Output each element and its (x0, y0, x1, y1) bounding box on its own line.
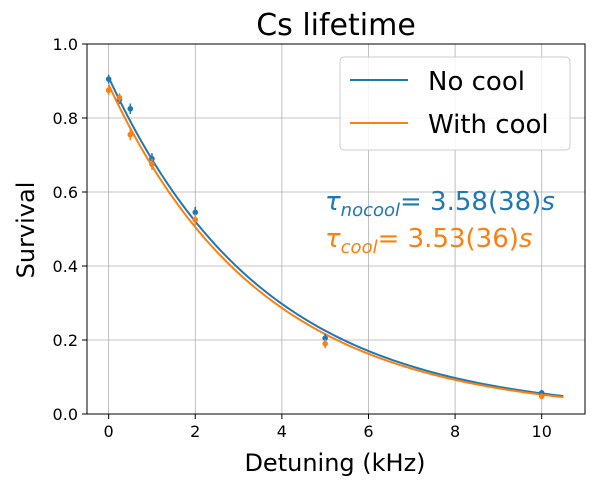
annotation-tau-cool-symbol: τ (325, 224, 341, 254)
y-tick-label: 0.0 (53, 405, 78, 424)
marker-with-cool (117, 95, 123, 101)
annotation-tau-nocool-subscript: nocool (341, 200, 400, 221)
x-tick-label: 4 (277, 422, 287, 441)
annotation-tau-cool-unit: s (519, 224, 533, 254)
marker-no-cool (128, 106, 134, 112)
marker-with-cool (192, 217, 198, 223)
x-tick-label: 10 (532, 422, 552, 441)
annotation-tau-nocool-symbol: τ (325, 187, 341, 217)
marker-no-cool (106, 76, 112, 82)
annotation-tau-nocool-value: = 3.58(38) (400, 187, 541, 217)
annotation-tau-cool-subscript: cool (341, 237, 378, 258)
y-tick-label: 0.4 (53, 257, 78, 276)
marker-with-cool (322, 341, 328, 347)
y-tick-label: 0.6 (53, 183, 78, 202)
y-tick-label: 1.0 (53, 35, 78, 54)
legend-label-with-cool: With cool (428, 110, 549, 140)
x-tick-label: 8 (450, 422, 460, 441)
marker-with-cool (106, 87, 112, 93)
x-tick-label: 6 (363, 422, 373, 441)
marker-with-cool (149, 161, 155, 167)
marker-with-cool (128, 132, 134, 138)
y-tick-label: 0.8 (53, 109, 78, 128)
y-tick-label: 0.2 (53, 331, 78, 350)
x-axis-label: Detuning (kHz) (244, 449, 425, 477)
chart-title: Cs lifetime (256, 8, 416, 43)
legend-label-no-cool: No cool (428, 67, 525, 97)
legend: No cool With cool (340, 57, 570, 150)
marker-with-cool (539, 393, 545, 399)
annotation-tau-nocool-unit: s (541, 187, 555, 217)
x-tick-label: 0 (104, 422, 114, 441)
annotation-tau-cool-value: = 3.53(36) (378, 224, 519, 254)
x-tick-label: 2 (190, 422, 200, 441)
y-axis-label: Survival (12, 182, 40, 279)
